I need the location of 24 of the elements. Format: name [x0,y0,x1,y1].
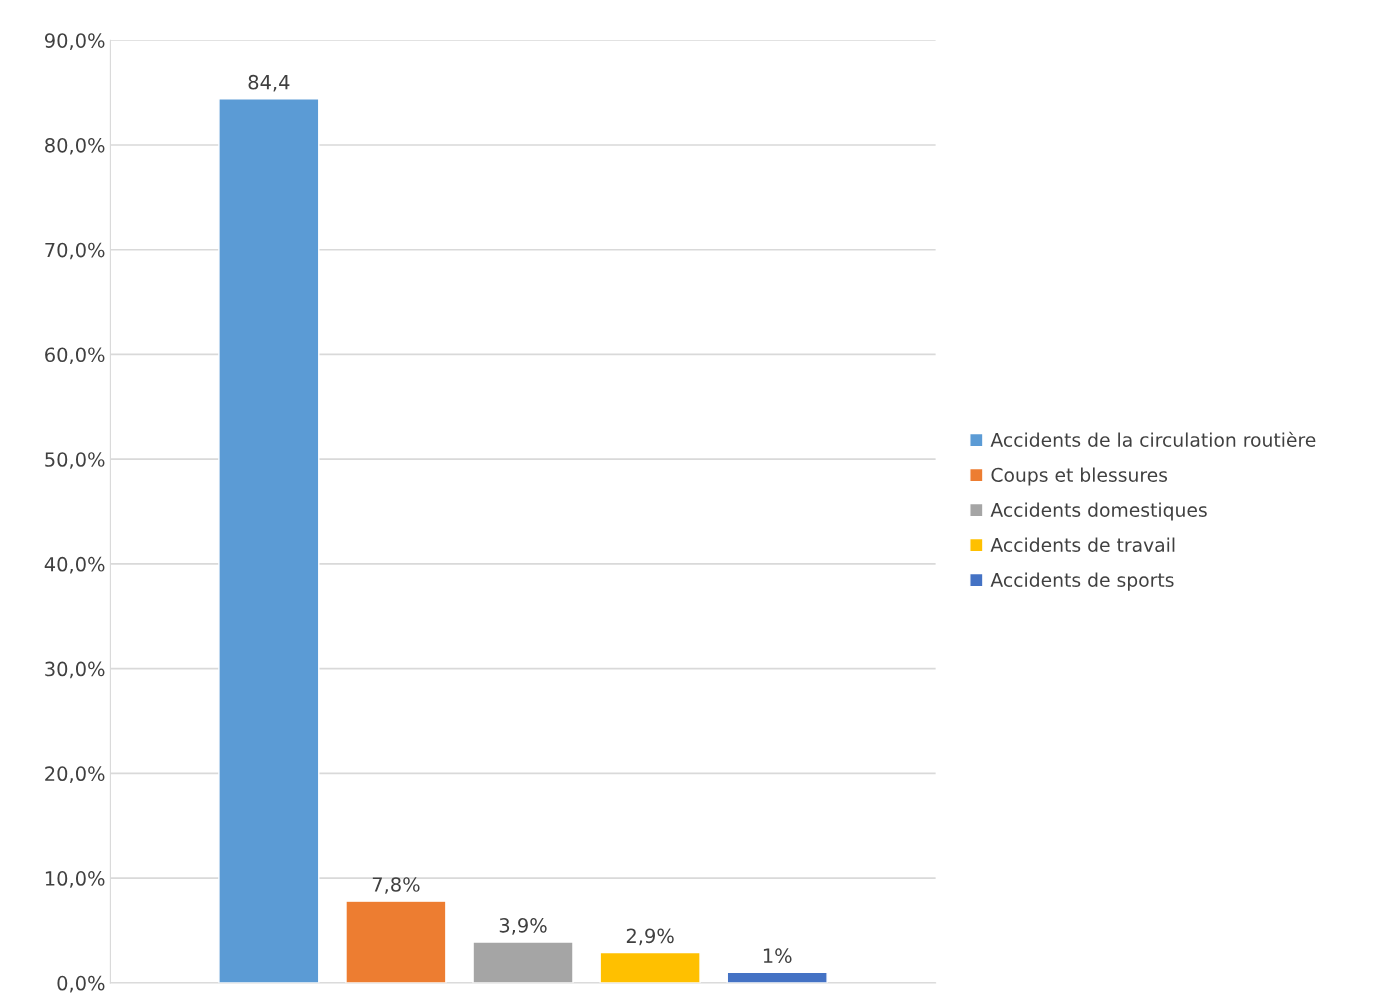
data-label: 7,8% [372,877,420,894]
data-label: 84,4 [248,74,290,92]
data-label: 1% [763,948,792,964]
legend-label: Coups et blessures [991,467,1168,486]
bar [472,941,574,983]
data-label: 2,9% [626,928,674,946]
bar [345,900,447,983]
data-label: 3,9% [499,917,547,935]
legend-label: Accidents domestiques [990,502,1207,521]
y-tick-label: 70,0% [45,242,105,260]
legend-label: Accidents de la circulation routière [990,431,1316,447]
y-tick-label: 40,0% [44,556,105,574]
y-tick-label: 50,0% [45,452,105,469]
bar [218,98,320,983]
y-tick-label: 20,0% [45,766,105,784]
bar [599,951,701,983]
y-tick-label: 0,0% [57,975,105,993]
y-tick-label: 80,0% [45,137,105,155]
y-tick-label: 90,0% [44,33,105,50]
legend-label: Accidents de sports [990,572,1174,591]
y-tick-label: 30,0% [45,661,105,679]
legend-label: Accidents de travail [990,537,1175,553]
y-tick-label: 60,0% [45,347,105,365]
y-tick-label: 10,0% [45,871,105,888]
